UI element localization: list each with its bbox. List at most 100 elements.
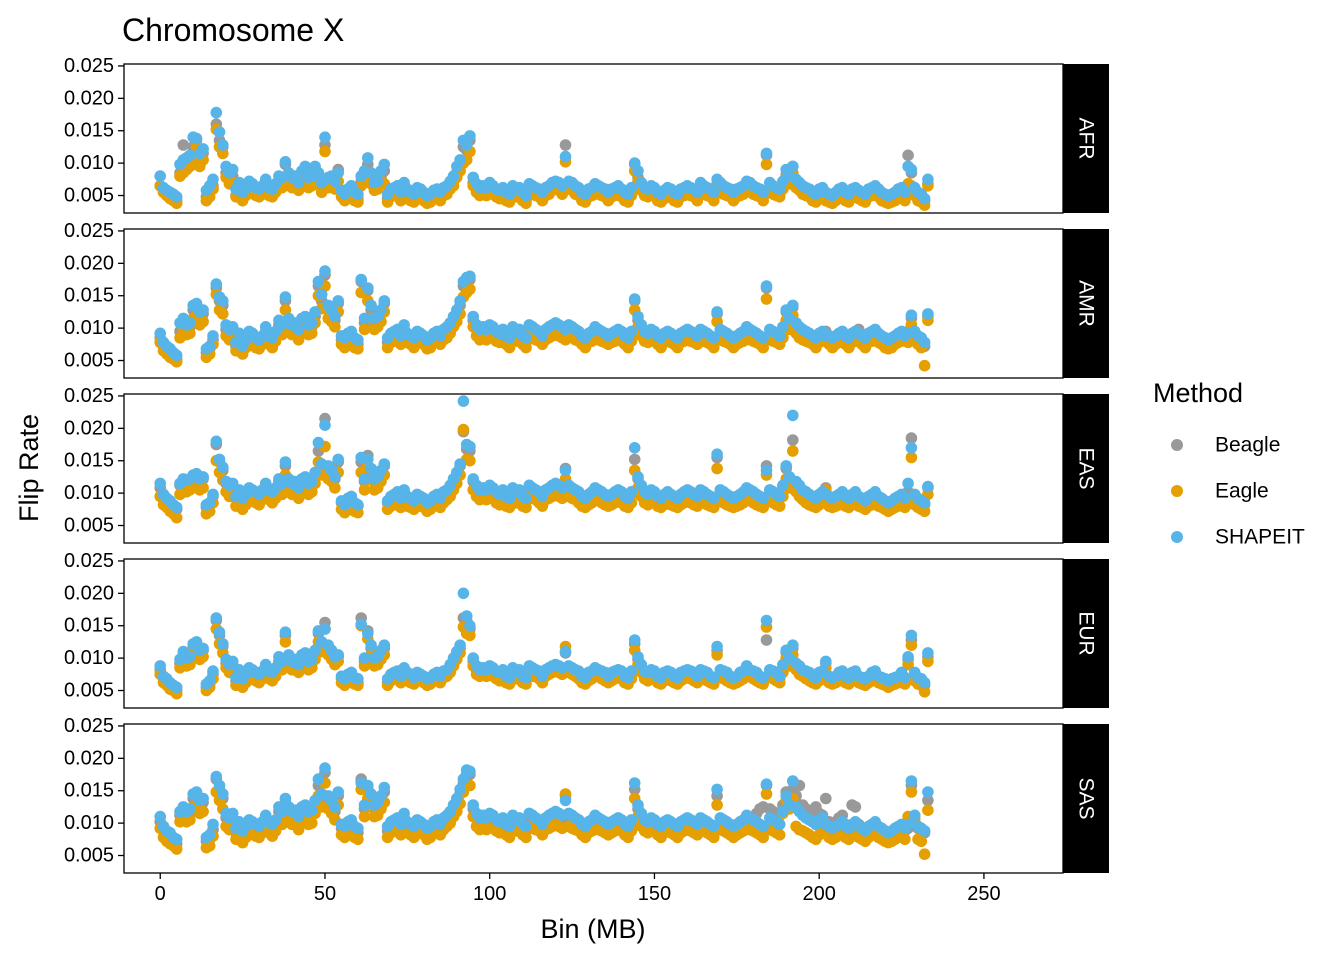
data-point xyxy=(375,304,387,316)
data-point xyxy=(918,505,931,518)
y-tick-label: 0.025 xyxy=(64,715,114,737)
data-point xyxy=(559,464,572,477)
data-point xyxy=(309,466,321,479)
data-point xyxy=(464,629,476,642)
data-point xyxy=(197,805,209,818)
data-point xyxy=(708,501,720,514)
panel-eur: EUR 0.005 0.010 0.015 0.020 0.025 xyxy=(64,550,1109,709)
data-point xyxy=(217,788,229,800)
data-point xyxy=(292,323,305,336)
data-point xyxy=(207,665,219,677)
data-point xyxy=(773,818,786,831)
data-point xyxy=(625,665,638,677)
data-point xyxy=(279,626,292,638)
data-point xyxy=(918,497,931,509)
data-point xyxy=(184,149,196,162)
facet-label: EAS xyxy=(1075,447,1098,489)
data-point xyxy=(918,359,931,372)
data-point xyxy=(922,173,934,186)
data-point xyxy=(905,639,918,651)
data-point xyxy=(329,321,341,333)
x-tick-label: 100 xyxy=(473,883,506,905)
data-point xyxy=(306,475,318,488)
data-point xyxy=(210,612,223,624)
data-point xyxy=(203,829,216,841)
data-point xyxy=(902,477,914,490)
data-point xyxy=(457,395,470,407)
data-point xyxy=(520,492,532,505)
data-point xyxy=(757,332,769,344)
data-point xyxy=(378,458,391,470)
data-point xyxy=(177,139,190,151)
data-point xyxy=(312,436,325,449)
data-point xyxy=(309,306,321,318)
data-point xyxy=(457,773,470,785)
data-point xyxy=(787,409,799,422)
data-point xyxy=(306,817,318,829)
data-point xyxy=(358,652,371,664)
data-point xyxy=(760,293,773,305)
data-point xyxy=(457,587,470,600)
series-shapeit xyxy=(154,106,934,205)
data-point xyxy=(362,152,374,164)
data-point xyxy=(454,639,466,651)
data-point xyxy=(217,295,229,307)
data-point xyxy=(319,762,331,774)
y-tick-label: 0.005 xyxy=(64,185,114,207)
data-point xyxy=(899,186,911,199)
data-point xyxy=(520,341,532,354)
data-point xyxy=(760,280,773,292)
data-point xyxy=(915,835,928,848)
legend-label-beagle: Beagle xyxy=(1215,434,1280,457)
data-point xyxy=(332,167,345,179)
data-point xyxy=(760,158,773,171)
data-point xyxy=(329,801,341,813)
data-point xyxy=(292,823,305,836)
y-tick-label: 0.020 xyxy=(64,252,114,274)
data-point xyxy=(559,150,572,163)
data-point xyxy=(292,810,305,823)
data-point xyxy=(922,655,934,668)
data-point xyxy=(365,462,377,475)
legend-title: Method xyxy=(1153,378,1243,408)
panel-points xyxy=(154,106,934,211)
data-point xyxy=(315,288,328,301)
data-point xyxy=(760,778,773,790)
data-point xyxy=(787,445,799,457)
data-point xyxy=(332,649,345,661)
data-point xyxy=(708,186,720,199)
data-point xyxy=(454,458,466,470)
y-tick-label: 0.020 xyxy=(64,417,114,439)
legend-key-beagle xyxy=(1171,439,1183,451)
data-point xyxy=(520,671,532,684)
x-tick-label: 0 xyxy=(155,883,166,905)
data-point xyxy=(918,825,931,837)
data-point xyxy=(708,671,720,684)
data-point xyxy=(918,676,931,689)
data-point xyxy=(292,482,305,494)
data-point xyxy=(708,194,720,207)
data-point xyxy=(306,804,318,816)
data-point xyxy=(170,191,183,203)
data-point xyxy=(922,308,934,320)
data-point xyxy=(460,139,473,151)
y-tick-label: 0.005 xyxy=(64,845,114,867)
data-point xyxy=(207,330,219,342)
facet-strip xyxy=(1063,394,1109,543)
data-point xyxy=(780,790,792,802)
data-point xyxy=(279,291,292,303)
facet-panels: AFR 0.005 0.010 0.015 0.020 0.025 AMR 0.005 0.01… xyxy=(64,55,1109,874)
data-point xyxy=(711,649,723,661)
x-axis-title: Bin (MB) xyxy=(540,914,645,944)
data-point xyxy=(197,792,209,805)
data-point xyxy=(773,829,786,841)
data-point xyxy=(899,671,911,684)
data-point xyxy=(708,341,720,354)
data-point xyxy=(362,282,374,294)
data-point xyxy=(332,786,345,798)
data-point xyxy=(365,639,377,651)
x-tick-label: 150 xyxy=(638,883,671,905)
data-point xyxy=(378,781,391,794)
